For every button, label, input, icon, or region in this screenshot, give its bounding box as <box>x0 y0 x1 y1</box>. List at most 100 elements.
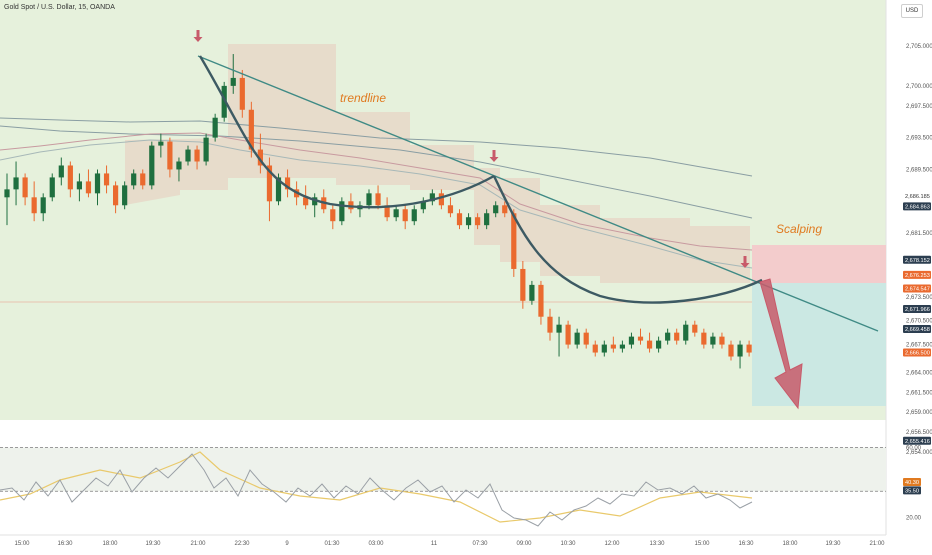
candle-body <box>22 177 28 198</box>
candle-body <box>493 205 499 214</box>
candle-body <box>375 193 381 206</box>
time-tick-label: 19:30 <box>145 541 161 547</box>
candle-body <box>465 217 472 226</box>
candle-body <box>574 332 580 345</box>
price-tick-label: 2,693.500 <box>906 136 932 142</box>
candle-body <box>402 209 408 222</box>
candle-body <box>737 344 743 357</box>
candle-body <box>665 332 671 341</box>
price-tag-label: 2,676.253 <box>905 273 930 279</box>
cloud-area <box>125 44 750 283</box>
candle-body <box>683 324 689 341</box>
candle-body <box>538 284 544 317</box>
candle-body <box>203 137 209 162</box>
candle-body <box>719 336 725 345</box>
time-tick-label: 09:00 <box>516 541 532 547</box>
candle-body <box>746 344 752 353</box>
price-tick-label: 2,667.500 <box>906 343 932 349</box>
candle-body <box>13 177 19 190</box>
candle-body <box>312 197 318 206</box>
candle-body <box>194 149 200 162</box>
rsi-value-label: 40.30 <box>905 480 919 486</box>
stop-loss-zone <box>752 245 886 283</box>
candle-body <box>692 324 698 333</box>
time-tick-label: 21:00 <box>869 541 885 547</box>
candle-body <box>103 173 110 186</box>
time-tick-label: 13:30 <box>649 541 665 547</box>
price-tick-label: 2,659.000 <box>906 410 932 416</box>
price-tick-label: 2,681.500 <box>906 231 932 237</box>
candle-body <box>330 209 336 222</box>
trendline-label: trendline <box>340 91 386 105</box>
time-tick-label: 01:30 <box>324 541 340 547</box>
candle-body <box>610 344 616 349</box>
price-tag-badge <box>903 324 931 333</box>
rsi-tick-label: 60.00 <box>906 446 922 452</box>
candle-body <box>565 324 571 345</box>
candle-body <box>547 316 553 333</box>
cloud-layer <box>125 44 750 283</box>
candle-body <box>583 332 589 345</box>
moving-average-fast-2 <box>0 139 753 269</box>
pane-separator-space <box>0 420 932 428</box>
time-tick-label: 9 <box>285 541 289 547</box>
price-tick-label: 2,700.000 <box>906 84 932 90</box>
rsi-value-label: 35.50 <box>905 489 919 495</box>
candle-body <box>420 201 426 210</box>
price-tag-label: 2,655.416 <box>905 439 930 445</box>
time-tick-label: 18:00 <box>102 541 118 547</box>
moving-averages-layer <box>0 117 753 269</box>
candle-body <box>637 336 644 341</box>
price-tick-label: 2,705.000 <box>906 44 932 50</box>
candle-body <box>167 141 173 170</box>
rsi-tick-label: 20.00 <box>906 516 922 522</box>
time-tick-label: 22:30 <box>234 541 250 547</box>
candle-body <box>393 209 399 218</box>
cup-curve-1 <box>198 55 495 209</box>
rsi-band <box>0 447 886 492</box>
price-tag-label: 2,686.185 <box>905 194 930 200</box>
candle-body <box>257 149 263 166</box>
candle-body <box>76 181 82 190</box>
price-tag-badge <box>903 202 931 211</box>
currency-button[interactable]: USD <box>901 4 923 18</box>
price-tick-label: 2,673.500 <box>906 295 932 301</box>
candle-body <box>230 77 236 86</box>
price-tag-label: 2,684.863 <box>905 205 930 211</box>
price-tag-label: 2,674.547 <box>905 287 930 293</box>
candle-body <box>266 165 273 202</box>
price-tick-label: 2,664.000 <box>906 370 932 376</box>
time-tick-label: 07:30 <box>472 541 488 547</box>
candle-body <box>122 185 128 206</box>
price-tag-badge <box>903 348 931 357</box>
candle-body <box>339 201 345 222</box>
candle-body <box>85 181 92 194</box>
time-tick-label: 16:30 <box>57 541 73 547</box>
price-tick-label: 2,689.500 <box>906 167 932 173</box>
moving-average-medium <box>0 125 753 219</box>
candle-body <box>31 197 37 214</box>
candle-body <box>728 344 734 357</box>
time-tick-label: 11 <box>431 541 438 547</box>
candle-body <box>520 268 526 301</box>
candle-body <box>4 189 10 198</box>
candle-body <box>447 205 454 214</box>
candle-body <box>221 85 227 118</box>
candle-body <box>701 332 707 345</box>
time-tick-label: 10:30 <box>560 541 576 547</box>
down-arrow-icon <box>740 256 750 268</box>
candle-body <box>158 141 164 146</box>
candle-body <box>284 177 291 190</box>
price-tick-label: 2,661.500 <box>906 390 932 396</box>
price-tick-label: 2,654.000 <box>906 450 932 456</box>
candle-body <box>592 344 598 353</box>
candle-body <box>502 205 508 214</box>
candle-body <box>149 145 155 186</box>
price-tag-badge <box>903 436 931 445</box>
price-axis-layer: 2,705.000 2,700.000 2,697.500 2,693.500 2,68… <box>903 44 932 456</box>
candle-body <box>113 185 119 206</box>
time-tick-label: 15:00 <box>694 541 710 547</box>
time-tick-label: 16:30 <box>738 541 754 547</box>
